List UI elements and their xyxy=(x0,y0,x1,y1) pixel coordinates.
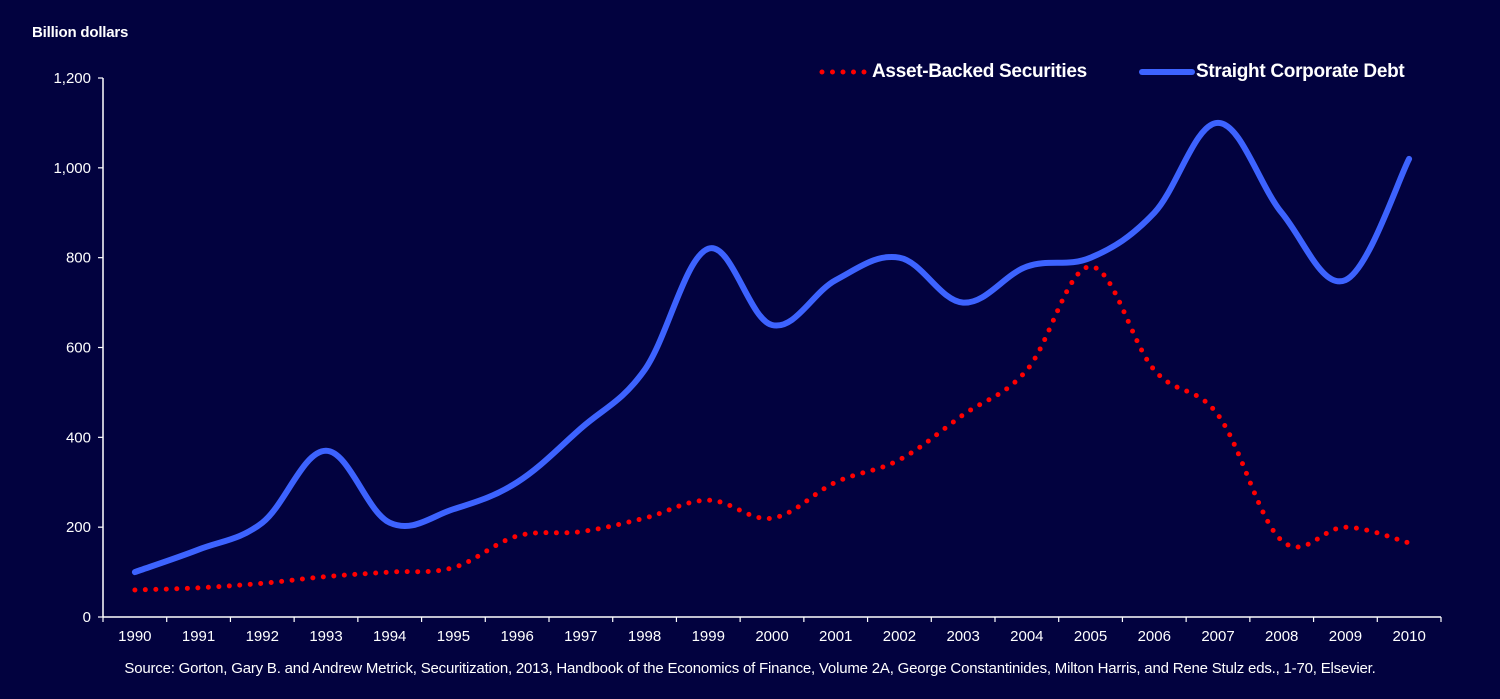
x-tick-label: 1997 xyxy=(564,628,597,645)
legend-label-straight-corporate-debt: Straight Corporate Debt xyxy=(1196,61,1405,82)
x-tick-label: 2006 xyxy=(1138,628,1171,645)
x-tick-label: 1990 xyxy=(118,628,151,645)
x-tick-label: 2007 xyxy=(1201,628,1234,645)
x-tick-label: 2005 xyxy=(1074,628,1107,645)
x-tick-label: 1998 xyxy=(628,628,661,645)
x-tick-label: 2009 xyxy=(1329,628,1362,645)
x-tick-label: 2008 xyxy=(1265,628,1298,645)
x-tick-label: 1996 xyxy=(500,628,533,645)
y-tick-label: 400 xyxy=(66,429,91,446)
y-tick-label: 1,000 xyxy=(53,160,91,177)
x-tick-label: 2002 xyxy=(883,628,916,645)
y-axis-title: Billion dollars xyxy=(32,24,129,41)
source-note: Source: Gorton, Gary B. and Andrew Metri… xyxy=(124,660,1376,677)
x-tick-label: 1992 xyxy=(246,628,279,645)
x-tick-label: 1999 xyxy=(692,628,725,645)
x-tick-label: 1994 xyxy=(373,628,406,645)
legend-label-asset-backed-securities: Asset-Backed Securities xyxy=(872,61,1087,82)
series-line-asset-backed-securities xyxy=(132,264,1412,593)
x-tick-label: 2000 xyxy=(755,628,788,645)
y-tick-label: 200 xyxy=(66,519,91,536)
x-tick-label: 1993 xyxy=(309,628,342,645)
y-tick-label: 1,200 xyxy=(53,70,91,87)
x-tick-label: 2001 xyxy=(819,628,852,645)
x-tick-label: 2010 xyxy=(1392,628,1425,645)
x-tick-label: 2004 xyxy=(1010,628,1043,645)
y-tick-label: 600 xyxy=(66,340,91,357)
x-tick-label: 2003 xyxy=(946,628,979,645)
y-tick-label: 0 xyxy=(83,609,91,626)
x-tick-label: 1991 xyxy=(182,628,215,645)
x-tick-label: 1995 xyxy=(437,628,470,645)
series-line-straight-corporate-debt xyxy=(131,119,1413,576)
y-tick-label: 800 xyxy=(66,250,91,267)
